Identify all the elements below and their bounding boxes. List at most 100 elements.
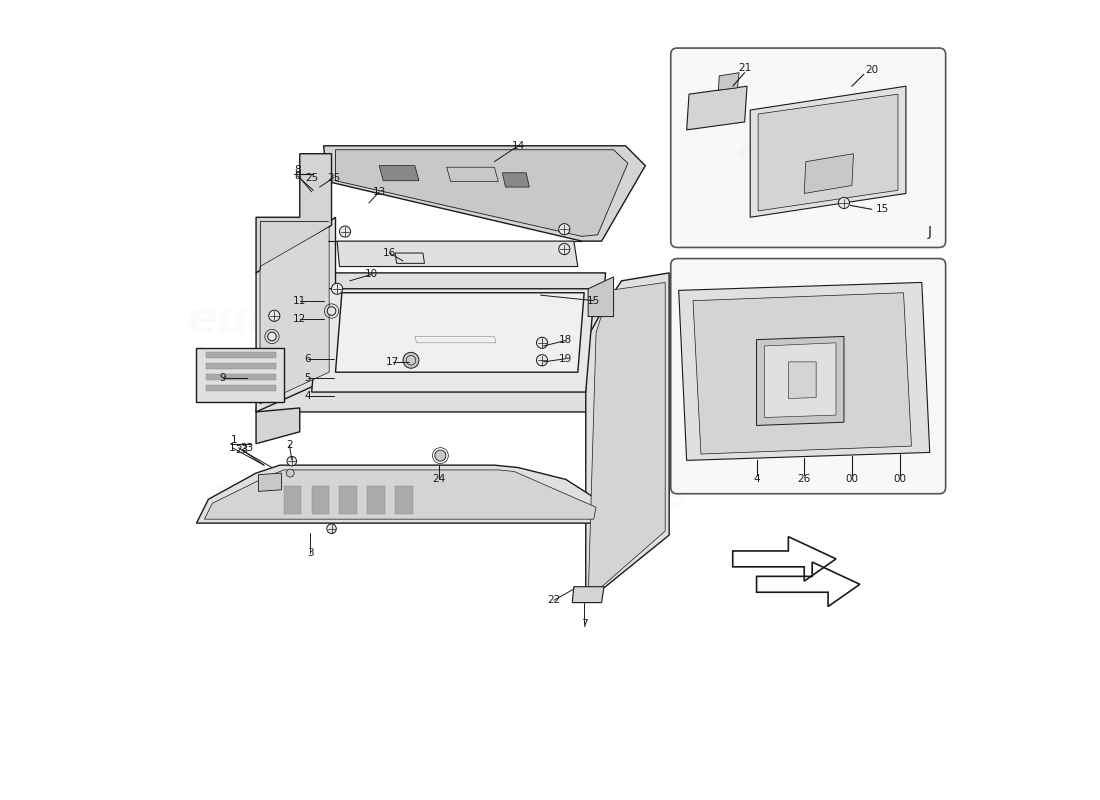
Text: 21: 21 xyxy=(738,63,751,73)
Polygon shape xyxy=(758,94,898,211)
Text: 20: 20 xyxy=(866,65,878,74)
Text: 25: 25 xyxy=(305,173,318,182)
FancyBboxPatch shape xyxy=(671,48,946,247)
Text: 22: 22 xyxy=(548,595,561,605)
Circle shape xyxy=(287,457,297,466)
Circle shape xyxy=(327,524,337,534)
Polygon shape xyxy=(588,277,614,317)
Polygon shape xyxy=(395,486,412,514)
Text: 23: 23 xyxy=(240,442,253,453)
Polygon shape xyxy=(206,374,276,380)
Polygon shape xyxy=(256,273,606,412)
Text: 12: 12 xyxy=(293,314,307,324)
Circle shape xyxy=(340,226,351,237)
Text: 16: 16 xyxy=(383,248,396,258)
Text: 14: 14 xyxy=(512,141,525,150)
Text: eurospares: eurospares xyxy=(205,476,450,514)
Polygon shape xyxy=(256,154,331,273)
Polygon shape xyxy=(311,289,594,392)
Circle shape xyxy=(537,354,548,366)
Circle shape xyxy=(267,332,276,341)
Polygon shape xyxy=(311,486,329,514)
Polygon shape xyxy=(323,146,646,241)
Polygon shape xyxy=(572,586,604,602)
Polygon shape xyxy=(718,73,739,90)
Circle shape xyxy=(268,310,279,322)
Polygon shape xyxy=(804,154,854,194)
Text: 15: 15 xyxy=(876,204,889,214)
Circle shape xyxy=(331,283,343,294)
Circle shape xyxy=(537,338,548,348)
Polygon shape xyxy=(205,470,596,519)
Polygon shape xyxy=(336,150,628,236)
Text: 1: 1 xyxy=(231,434,238,445)
Circle shape xyxy=(838,198,849,209)
Polygon shape xyxy=(588,282,666,598)
Circle shape xyxy=(286,469,294,477)
Text: 25: 25 xyxy=(328,173,341,182)
Polygon shape xyxy=(206,385,276,391)
Circle shape xyxy=(327,306,336,315)
Polygon shape xyxy=(395,253,425,263)
Polygon shape xyxy=(197,465,606,523)
Polygon shape xyxy=(260,227,329,404)
Circle shape xyxy=(403,352,419,368)
Text: 11: 11 xyxy=(293,296,307,306)
Text: 00: 00 xyxy=(893,474,906,485)
Polygon shape xyxy=(256,408,300,444)
Text: 00: 00 xyxy=(846,474,858,485)
Text: 8: 8 xyxy=(294,165,300,174)
Polygon shape xyxy=(503,173,529,187)
Polygon shape xyxy=(206,362,276,369)
Circle shape xyxy=(559,243,570,254)
FancyBboxPatch shape xyxy=(671,258,946,494)
Text: 5: 5 xyxy=(305,373,311,382)
Text: 18: 18 xyxy=(559,335,572,346)
Text: 2: 2 xyxy=(286,440,293,450)
Polygon shape xyxy=(367,486,385,514)
Polygon shape xyxy=(679,282,930,460)
Text: 4: 4 xyxy=(754,474,760,485)
Polygon shape xyxy=(447,167,498,182)
Text: eurospares: eurospares xyxy=(738,142,879,162)
Polygon shape xyxy=(284,486,301,514)
Polygon shape xyxy=(693,293,912,454)
Polygon shape xyxy=(206,351,276,358)
Text: 17: 17 xyxy=(386,357,399,367)
Text: eurospares: eurospares xyxy=(443,476,689,514)
Text: 15: 15 xyxy=(587,296,601,306)
Circle shape xyxy=(559,224,570,234)
Text: eurospares: eurospares xyxy=(426,299,706,342)
Text: J: J xyxy=(927,225,932,238)
Text: 3: 3 xyxy=(307,547,314,558)
Text: eurospares: eurospares xyxy=(187,299,469,342)
Text: 26: 26 xyxy=(798,474,811,485)
Polygon shape xyxy=(197,347,284,402)
Text: 24: 24 xyxy=(432,474,446,485)
Polygon shape xyxy=(750,86,906,218)
Text: 8: 8 xyxy=(294,171,300,181)
Text: 10: 10 xyxy=(365,270,377,279)
Polygon shape xyxy=(379,166,419,181)
Text: 13: 13 xyxy=(373,187,386,197)
Polygon shape xyxy=(686,86,747,130)
Text: 4: 4 xyxy=(305,391,311,401)
Text: 6: 6 xyxy=(305,354,311,365)
Circle shape xyxy=(436,451,446,460)
Polygon shape xyxy=(337,241,578,266)
Polygon shape xyxy=(256,218,336,412)
Text: 1: 1 xyxy=(229,442,235,453)
Polygon shape xyxy=(340,486,358,514)
Text: eurospares: eurospares xyxy=(738,366,879,386)
Polygon shape xyxy=(764,342,836,418)
Circle shape xyxy=(434,450,446,461)
Text: 19: 19 xyxy=(559,354,572,364)
Polygon shape xyxy=(258,473,282,491)
Text: 23: 23 xyxy=(235,445,249,455)
Text: 9: 9 xyxy=(219,373,225,382)
Polygon shape xyxy=(789,362,816,398)
Circle shape xyxy=(406,355,416,365)
Text: 7: 7 xyxy=(581,619,587,629)
Polygon shape xyxy=(336,293,584,372)
Polygon shape xyxy=(586,273,669,602)
